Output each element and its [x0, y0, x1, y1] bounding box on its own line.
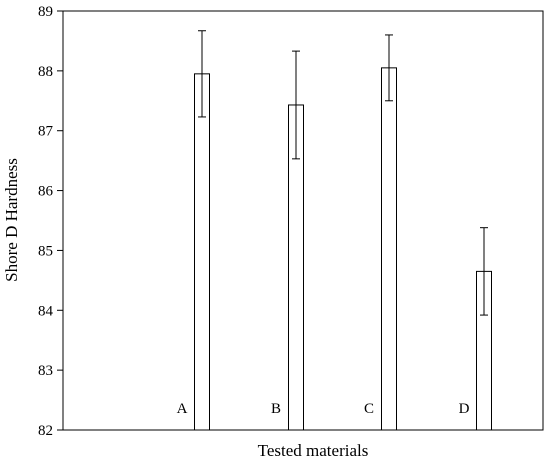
x-axis-title: Tested materials — [258, 441, 369, 460]
y-tick-label: 85 — [38, 243, 53, 259]
category-label: A — [177, 401, 188, 417]
y-tick-label: 82 — [38, 423, 53, 439]
category-labels: A B C D — [177, 401, 470, 417]
y-axis: 82 83 84 85 86 87 88 89 — [38, 4, 63, 439]
bar-c — [381, 67, 397, 431]
bar-a — [194, 73, 210, 431]
y-tick-label: 83 — [38, 363, 53, 379]
bars-group — [194, 30, 492, 431]
y-tick-label: 84 — [38, 303, 54, 319]
category-label: D — [459, 401, 470, 417]
y-tick-label: 86 — [38, 184, 54, 200]
y-tick-label: 88 — [38, 64, 53, 80]
category-label: B — [271, 401, 281, 417]
y-axis-title: Shore D Hardness — [2, 158, 21, 282]
y-tick-label: 87 — [38, 124, 54, 140]
category-label: C — [364, 401, 374, 417]
y-tick-label: 89 — [38, 4, 53, 20]
